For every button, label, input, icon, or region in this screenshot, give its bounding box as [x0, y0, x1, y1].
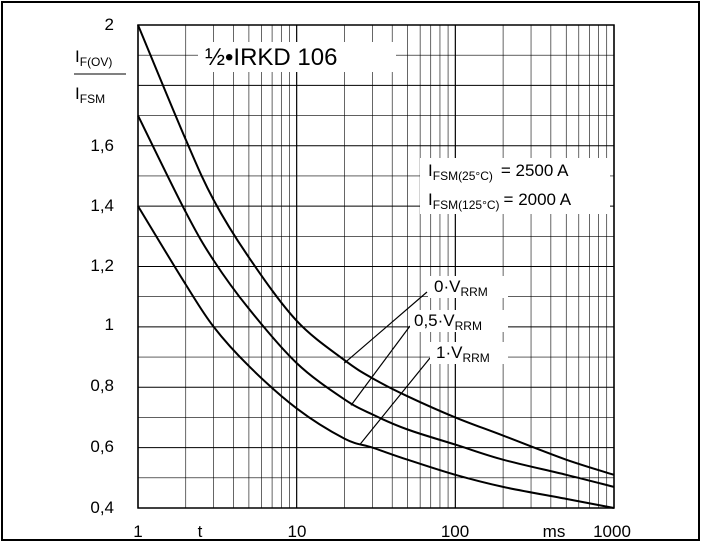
ifsm125-annotation: IFSM(125°C) = 2000 A	[428, 190, 572, 212]
y-tick-label: 1	[105, 315, 114, 334]
ylabel-num-main: IF(OV)	[75, 47, 112, 69]
series-label-bg-0	[428, 276, 508, 298]
y-tick-label: 0,8	[90, 376, 114, 395]
leader-line-2	[359, 357, 431, 445]
series-label-bg-1	[410, 310, 508, 332]
x-axis-t-label: t	[198, 522, 203, 541]
title-box	[198, 42, 396, 72]
y-tick-label: 2	[105, 15, 114, 34]
series-label-0: 0·VRRM	[434, 277, 488, 299]
y-tick-label: 0,4	[90, 498, 114, 517]
y-axis-label: IF(OV) IFSM	[74, 47, 126, 106]
leader-line-0	[344, 291, 428, 364]
x-tick-label: 1000	[593, 522, 631, 541]
y-tick-label: 1,6	[90, 136, 114, 155]
series-line-0	[137, 24, 615, 476]
y-tick-label: 1,4	[90, 196, 114, 215]
x-tick-label: 1	[133, 522, 142, 541]
series-line-1	[137, 115, 615, 488]
leader-line-1	[350, 325, 411, 406]
plot-border	[137, 24, 615, 509]
y-tick-label: 0,6	[90, 437, 114, 456]
ylabel-den-main: IFSM	[75, 84, 105, 106]
x-axis-unit-label: ms	[543, 522, 566, 541]
x-tick-label: 10	[288, 522, 307, 541]
ifsm-annotation-box	[420, 158, 610, 214]
x-tick-label: 100	[441, 522, 469, 541]
chart-grid	[137, 24, 615, 509]
ifsm25-annotation: IFSM(25°C) = 2500 A	[428, 161, 569, 183]
series-label-2: 1·VRRM	[436, 343, 490, 365]
chart-title: ½•IRKD 106	[205, 44, 337, 71]
chart-curves	[137, 24, 615, 509]
series-line-2	[137, 205, 615, 509]
series-label-1: 0,5·VRRM	[414, 311, 482, 333]
label-leader-lines	[344, 291, 431, 445]
y-tick-label: 1,2	[90, 256, 114, 275]
series-label-bg-2	[430, 342, 508, 364]
